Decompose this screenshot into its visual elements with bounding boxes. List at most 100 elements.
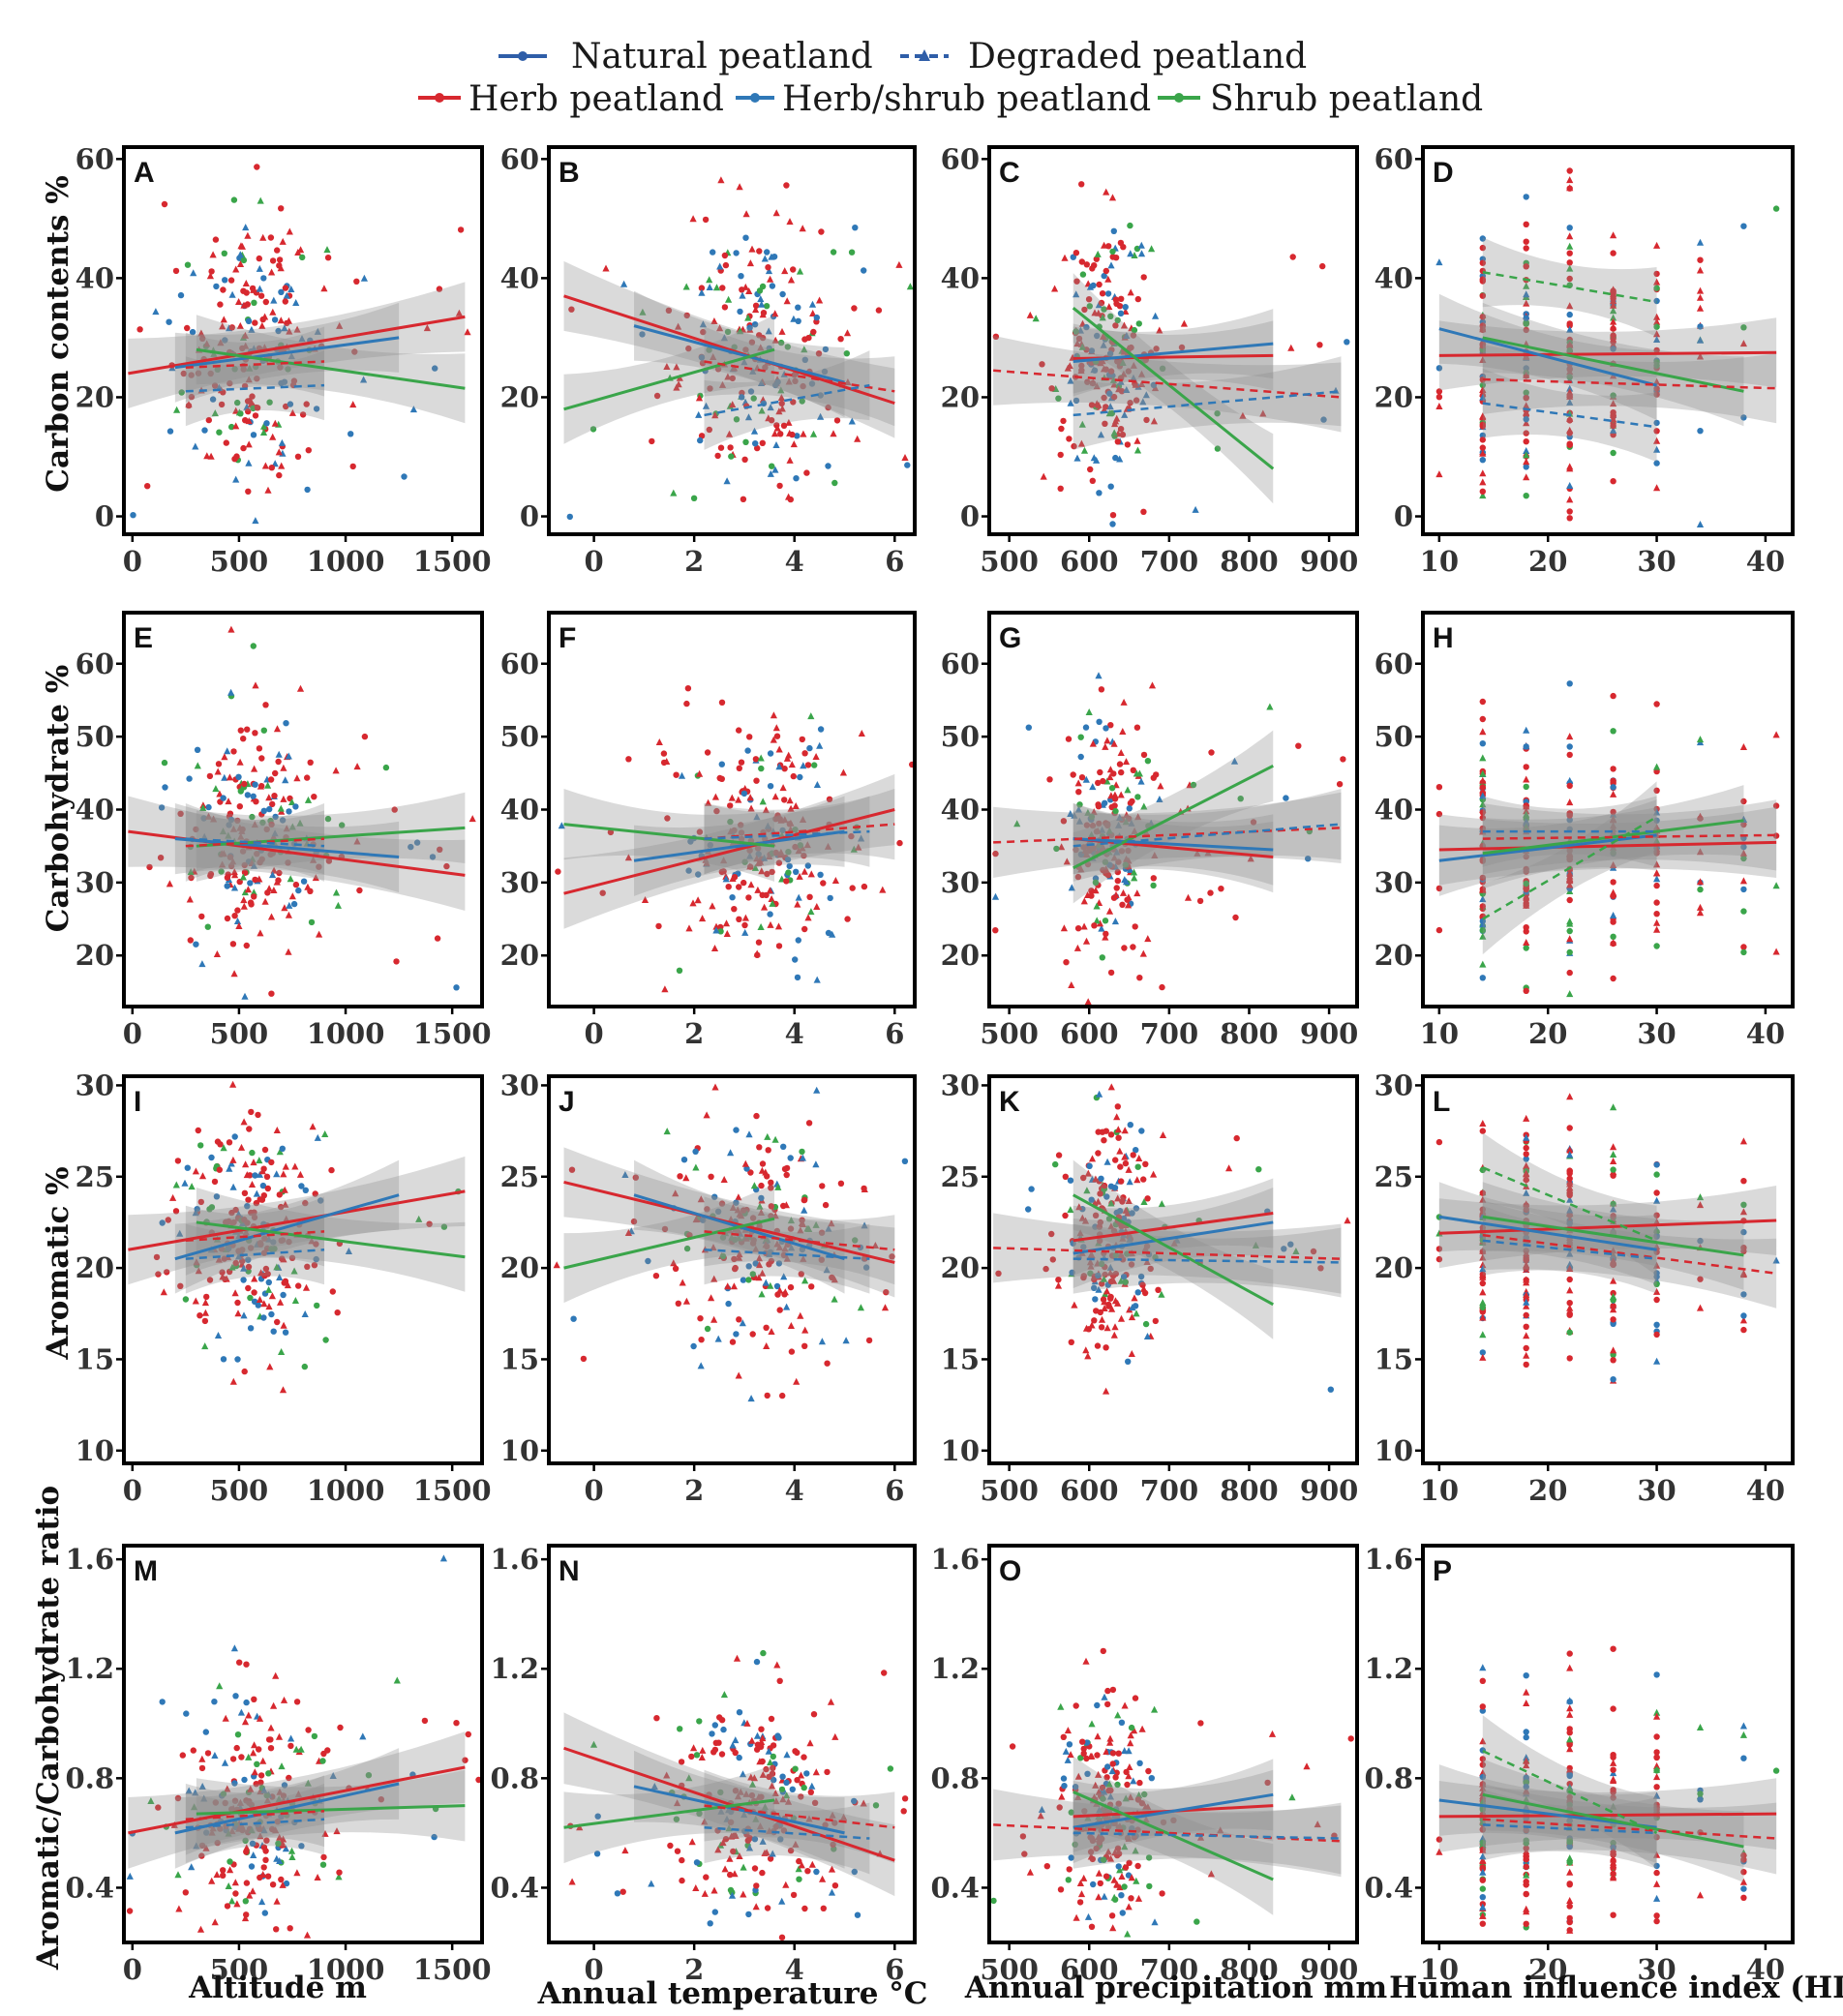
data-point: [230, 868, 238, 876]
data-point: [258, 1898, 266, 1906]
data-point: [203, 1293, 210, 1301]
data-point: [1479, 1271, 1487, 1279]
data-point: [1184, 893, 1193, 901]
data-point: [761, 255, 769, 262]
data-point: [1092, 1175, 1100, 1183]
data-point: [795, 893, 802, 901]
data-point: [693, 1752, 701, 1759]
data-point: [1344, 339, 1350, 346]
data-point: [1150, 381, 1158, 388]
data-point: [1653, 1171, 1660, 1178]
data-point: [1566, 275, 1573, 283]
data-point: [1119, 728, 1127, 735]
data-point: [1696, 903, 1705, 911]
x-tick-label: 6: [885, 1953, 904, 1986]
x-tick-label: 0: [585, 1474, 604, 1507]
data-point: [1138, 380, 1146, 387]
data-point: [725, 430, 734, 437]
data-point: [1739, 877, 1747, 885]
data-point: [242, 1898, 249, 1905]
data-point: [901, 454, 909, 461]
data-point: [704, 1325, 711, 1333]
data-point: [184, 261, 192, 268]
data-point: [1523, 945, 1529, 951]
data-point: [1104, 822, 1111, 829]
data-point: [675, 322, 682, 330]
data-point: [198, 1764, 206, 1772]
data-point: [211, 1178, 219, 1186]
data-point: [214, 1839, 221, 1847]
data-point: [700, 328, 707, 336]
data-point: [1144, 935, 1152, 943]
data-point: [1126, 1306, 1133, 1313]
data-point: [256, 875, 263, 883]
data-point: [1479, 874, 1487, 882]
data-point: [273, 1926, 280, 1933]
data-point: [291, 1297, 299, 1304]
data-point: [763, 891, 770, 899]
data-point: [1772, 1767, 1780, 1774]
data-point: [799, 816, 807, 823]
data-point: [195, 1127, 201, 1134]
data-point: [1133, 1205, 1140, 1212]
data-point: [1523, 987, 1529, 994]
data-point: [277, 364, 284, 371]
data-point: [1739, 1137, 1747, 1145]
data-point: [1523, 1920, 1529, 1928]
data-point: [1156, 326, 1163, 334]
data-point: [1566, 1710, 1574, 1718]
regression-line: [704, 1804, 895, 1829]
data-point: [1740, 1312, 1747, 1319]
data-point: [817, 726, 825, 733]
data-point: [711, 793, 719, 800]
data-point: [801, 346, 808, 353]
data-point: [773, 733, 781, 739]
data-point: [360, 376, 368, 383]
data-point: [732, 1264, 739, 1272]
data-point: [356, 887, 363, 894]
data-point: [1479, 1857, 1487, 1865]
data-point: [771, 336, 779, 344]
data-point: [1523, 1323, 1529, 1331]
regression-line: [1482, 1749, 1658, 1835]
regression-line: [185, 360, 325, 369]
data-point: [813, 976, 821, 983]
data-point: [1086, 1258, 1095, 1266]
regression-line: [174, 1782, 400, 1835]
data-point: [220, 850, 227, 858]
data-point: [652, 1273, 660, 1279]
data-point: [1105, 1303, 1112, 1309]
data-point: [776, 1677, 783, 1685]
data-point: [246, 1891, 254, 1899]
data-point: [1106, 1792, 1114, 1800]
data-point: [429, 854, 437, 860]
data-point: [696, 828, 704, 835]
data-point: [1479, 1677, 1487, 1685]
data-point: [1118, 1719, 1126, 1727]
data-point: [1523, 1784, 1529, 1790]
data-point: [630, 1218, 638, 1225]
data-point: [1653, 330, 1661, 338]
data-point: [1316, 342, 1323, 348]
data-point: [694, 896, 702, 904]
x-tick-label: 20: [1528, 1017, 1567, 1050]
regression-line: [174, 1193, 400, 1261]
data-point: [193, 1258, 200, 1266]
data-point: [257, 196, 264, 204]
data-point: [1287, 1241, 1294, 1248]
data-point: [801, 867, 808, 875]
data-point: [1523, 743, 1529, 750]
data-point: [992, 333, 1000, 340]
data-point: [1127, 1731, 1134, 1739]
data-point: [225, 831, 232, 839]
regression-line: [633, 1785, 845, 1835]
data-point: [1073, 1913, 1080, 1921]
data-point: [237, 832, 245, 840]
data-point: [1696, 1201, 1705, 1209]
data-point: [800, 762, 807, 769]
data-point: [1696, 1193, 1705, 1201]
data-point: [283, 825, 290, 832]
data-point: [783, 1303, 791, 1310]
data-point: [1095, 1150, 1102, 1157]
data-point: [801, 1905, 808, 1912]
